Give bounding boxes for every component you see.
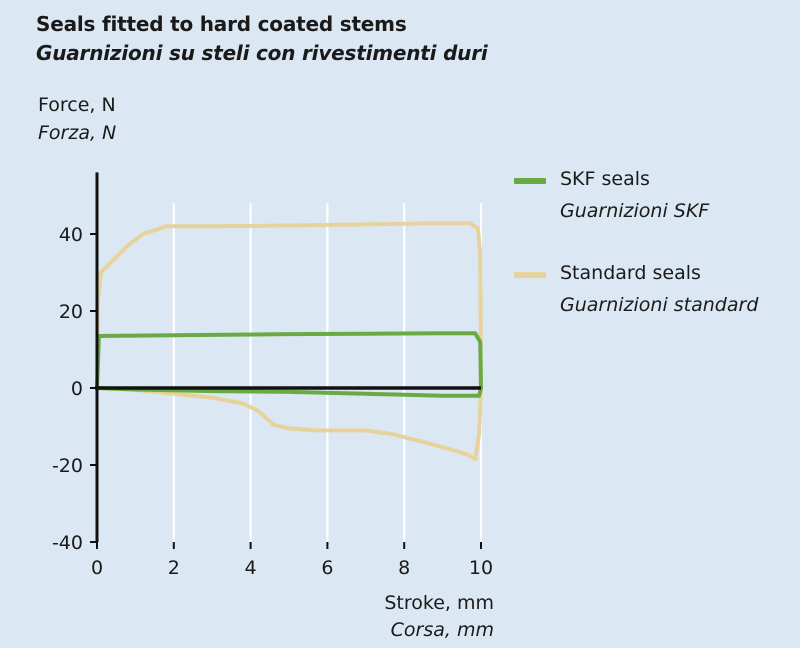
y-tick-label-40: 40 [59, 224, 83, 246]
grid-lines [172, 203, 482, 542]
legend-label-standard-italian: Guarnizioni standard [560, 294, 759, 316]
legend-label-skf: SKF seals [560, 168, 650, 190]
axes [90, 172, 482, 549]
y-axis-label: Force, N [38, 94, 116, 116]
legend-swatch-standard [514, 272, 546, 278]
series-lines [95, 221, 483, 462]
x-tick-label-6: 6 [321, 557, 333, 579]
x-axis-label-italian: Corsa, mm [390, 619, 494, 641]
x-tick-label-0: 0 [91, 557, 103, 579]
series-line-skf [95, 331, 483, 398]
x-tick-label-8: 8 [398, 557, 410, 579]
x-tick-label-4: 4 [245, 557, 257, 579]
x-tick-label-10: 10 [469, 557, 493, 579]
chart-title: Seals fitted to hard coated stems [36, 12, 407, 36]
y-tick-label-0: 0 [71, 378, 83, 400]
legend-label-standard: Standard seals [560, 262, 701, 284]
tick-labels: -40 -20 0 20 40 0 2 4 6 8 10 [52, 224, 493, 579]
y-tick-label-20: 20 [59, 301, 83, 323]
legend-label-skf-italian: Guarnizioni SKF [560, 200, 710, 222]
series-line-standard [95, 221, 483, 462]
legend-swatch-skf [514, 178, 546, 184]
x-axis-label: Stroke, mm [384, 592, 494, 614]
chart-subtitle: Guarnizioni su steli con rivestimenti du… [36, 41, 488, 65]
y-tick-label--40: -40 [52, 532, 83, 554]
x-tick-label-2: 2 [168, 557, 180, 579]
y-tick-label--20: -20 [52, 455, 83, 477]
y-axis-label-italian: Forza, N [38, 122, 117, 144]
